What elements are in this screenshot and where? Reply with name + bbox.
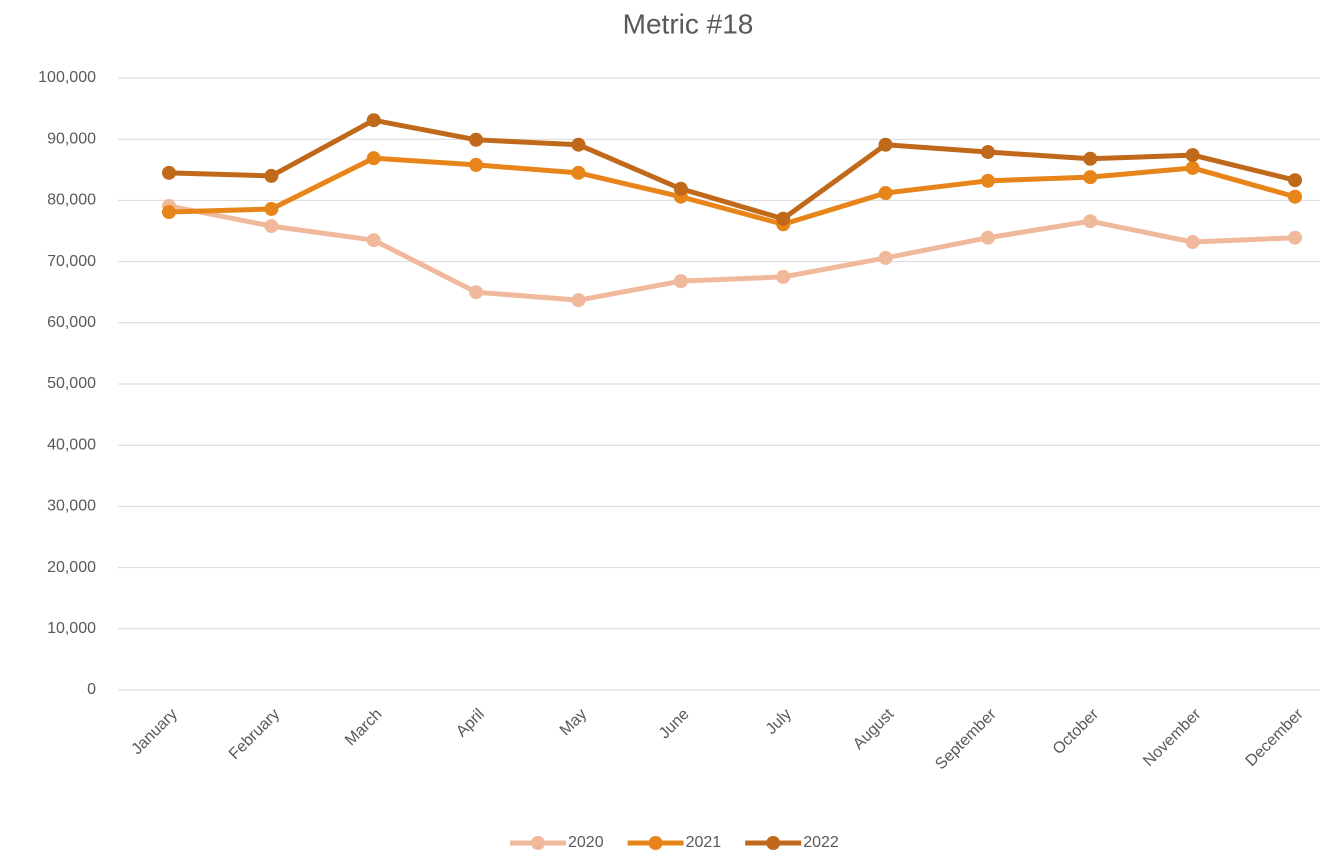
point: [1083, 214, 1098, 229]
series-line: [168, 117, 1296, 222]
point: [1288, 189, 1302, 204]
point: [571, 137, 586, 152]
legend-label: 2022: [803, 834, 839, 851]
legend-marker: [648, 836, 663, 850]
point: [980, 173, 995, 188]
legend-marker: [766, 836, 781, 850]
x-tick-label: February: [226, 706, 283, 763]
x-tick-label: September: [932, 705, 1000, 773]
y-tick-label: 100,000: [38, 69, 96, 86]
point: [878, 137, 893, 152]
y-tick-label: 70,000: [47, 253, 96, 270]
x-tick-label: January: [129, 706, 181, 758]
y-tick-label: 40,000: [47, 436, 96, 453]
series-line: [168, 203, 1296, 303]
point: [1083, 170, 1098, 185]
point: [366, 233, 381, 248]
x-tick-label: May: [557, 706, 590, 739]
point: [366, 113, 381, 128]
x-tick-label: August: [850, 705, 898, 753]
point: [162, 205, 176, 220]
chart-title: Metric #18: [623, 8, 754, 39]
point: [673, 274, 688, 289]
point: [878, 186, 893, 201]
point: [980, 230, 995, 245]
point: [776, 269, 791, 284]
point: [469, 132, 484, 147]
y-tick-label: 30,000: [47, 498, 96, 515]
x-tick-label: June: [656, 706, 693, 743]
point: [1288, 173, 1302, 188]
x-tick-label: December: [1243, 705, 1308, 770]
y-tick-label: 50,000: [47, 375, 96, 392]
legend-label: 2021: [686, 834, 722, 851]
y-tick-label: 60,000: [47, 314, 96, 331]
point: [264, 219, 279, 234]
y-tick-label: 20,000: [47, 559, 96, 576]
point: [673, 181, 688, 196]
point: [162, 165, 176, 180]
point: [469, 285, 484, 300]
point: [469, 157, 484, 172]
x-tick-label: March: [342, 706, 385, 749]
y-tick-label: 0: [87, 681, 96, 698]
x-tick-label: April: [453, 706, 488, 741]
legend-marker: [531, 836, 545, 850]
y-tick-label: 80,000: [47, 192, 96, 209]
point: [878, 250, 893, 265]
point: [366, 151, 381, 166]
point: [264, 168, 279, 183]
point: [571, 293, 586, 308]
x-tick-label: November: [1140, 705, 1205, 770]
point: [1185, 160, 1200, 175]
y-tick-label: 10,000: [47, 620, 96, 637]
point: [264, 201, 279, 216]
point: [1083, 151, 1098, 166]
point: [1288, 230, 1302, 245]
legend-label: 2020: [568, 834, 604, 851]
point: [1185, 148, 1200, 163]
point: [1185, 235, 1200, 250]
y-tick-label: 90,000: [47, 130, 96, 147]
point: [571, 165, 586, 180]
series-line: [168, 155, 1296, 227]
x-tick-label: July: [763, 706, 795, 738]
point: [980, 145, 995, 160]
point: [776, 211, 791, 226]
x-tick-label: October: [1050, 705, 1103, 758]
